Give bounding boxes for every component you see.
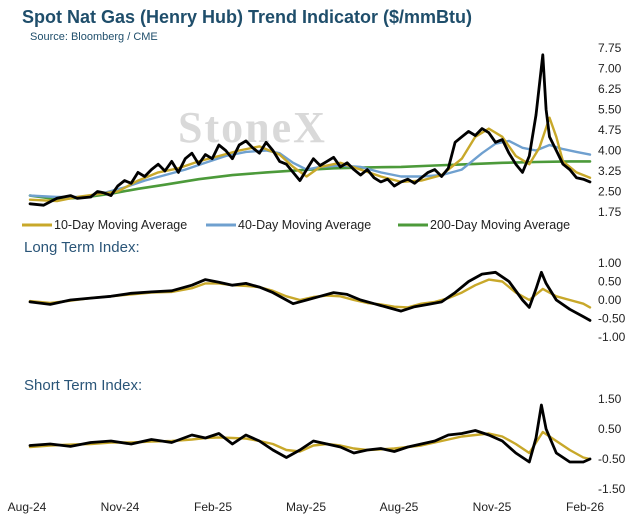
y-tick-label: 1.50 [598, 392, 622, 406]
series-line-spot [28, 53, 592, 207]
series-line-40-day-moving-average [28, 139, 592, 199]
stonex-watermark: StoneX [178, 103, 327, 152]
y-tick-label: 5.50 [598, 103, 622, 117]
y-tick-label: 7.75 [598, 41, 622, 55]
y-tick-label: -0.50 [598, 312, 626, 326]
legend-entry: 40-Day Moving Average [238, 218, 371, 232]
x-axis: Aug-24 Nov-24 Feb-25 May-25 Aug-25 Nov-25 Feb-… [8, 500, 605, 514]
x-tick-label: Feb-26 [566, 500, 604, 514]
long-term-index-panel: Long Term Index: 1.00 0.50 0.00 -0.50 -1.00 [24, 239, 626, 344]
y-tick-label: 4.75 [598, 123, 622, 137]
x-tick-label: Aug-25 [380, 500, 419, 514]
x-tick-label: Feb-25 [194, 500, 232, 514]
y-tick-label: 0.50 [598, 422, 622, 436]
y-tick-label: -1.00 [598, 330, 626, 344]
chart-source: Source: Bloomberg / CME [30, 31, 158, 43]
x-tick-label: May-25 [286, 500, 326, 514]
price-legend: 10-Day Moving Average 40-Day Moving Avera… [22, 218, 570, 232]
series-line-long-term-index [28, 270, 592, 322]
price-panel: 7.75 7.00 6.25 5.50 4.75 4.00 3.25 2.50 1.75 [28, 41, 622, 219]
x-tick-label: Nov-25 [473, 500, 512, 514]
y-tick-label: 7.00 [598, 62, 622, 76]
y-tick-label: 3.25 [598, 164, 622, 178]
y-tick-label: 1.75 [598, 205, 622, 219]
legend-entry: 10-Day Moving Average [54, 218, 187, 232]
y-tick-label: 6.25 [598, 82, 622, 96]
panel-label: Long Term Index: [24, 239, 140, 256]
y-tick-label: -1.50 [598, 482, 626, 496]
y-tick-label: 2.50 [598, 185, 622, 199]
chart-title: Spot Nat Gas (Henry Hub) Trend Indicator… [22, 7, 472, 27]
short-term-index-panel: Short Term Index: 1.50 0.50 -0.50 -1.50 [24, 377, 626, 496]
x-tick-label: Nov-24 [101, 500, 140, 514]
y-tick-label: -0.50 [598, 452, 626, 466]
legend-entry: 200-Day Moving Average [430, 218, 570, 232]
y-tick-label: 0.00 [598, 293, 622, 307]
series-line-long-term-index-average [28, 278, 592, 309]
x-tick-label: Aug-24 [8, 500, 47, 514]
panel-label: Short Term Index: [24, 377, 142, 394]
y-tick-label: 4.00 [598, 144, 622, 158]
y-tick-label: 1.00 [598, 256, 622, 270]
y-tick-label: 0.50 [598, 275, 622, 289]
series-line-short-term-index [28, 403, 592, 464]
